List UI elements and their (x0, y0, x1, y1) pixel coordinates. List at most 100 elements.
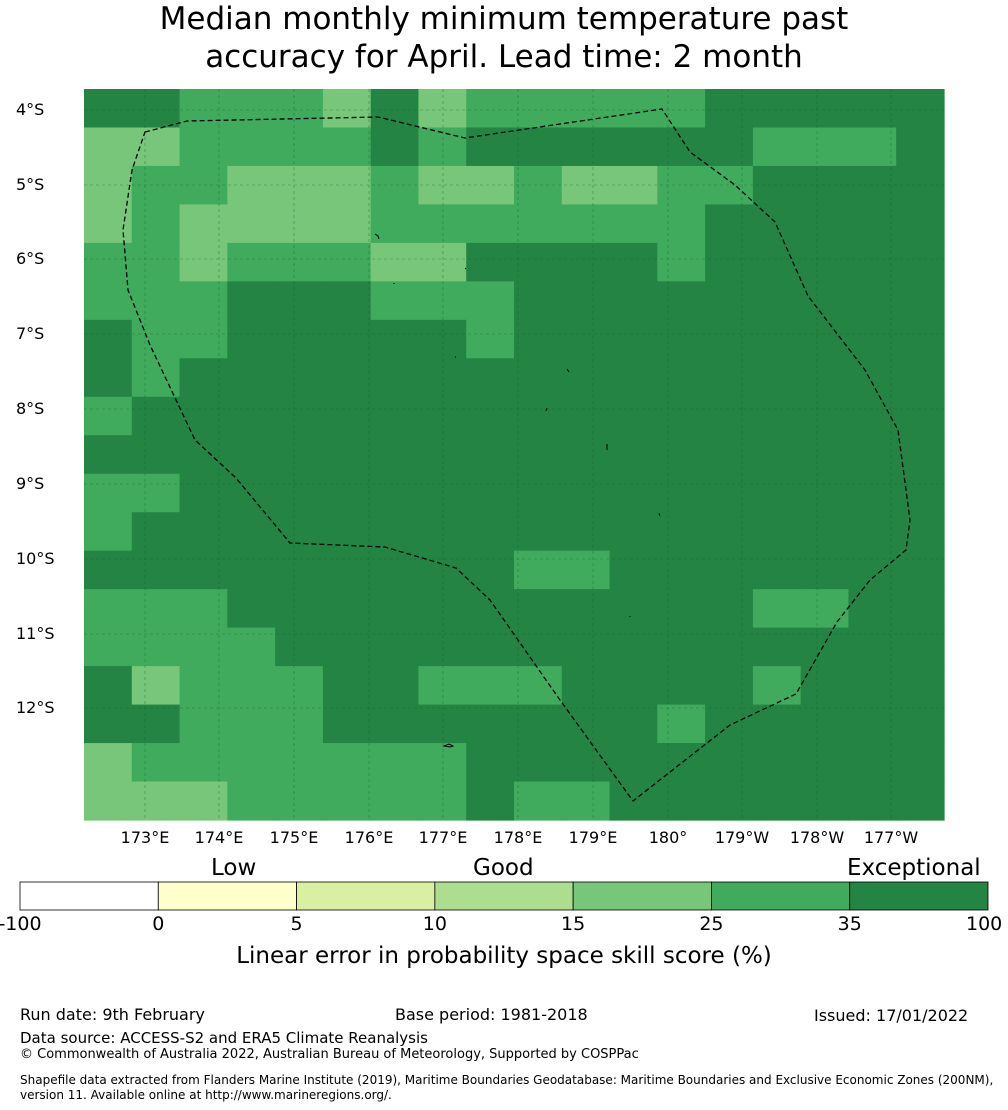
grid-cell (657, 127, 706, 167)
island-1 (374, 233, 380, 240)
grid-cell (370, 512, 420, 552)
grid-cell (752, 204, 802, 244)
grid-cell (370, 242, 420, 282)
data-source: Data source: ACCESS-S2 and ERA5 Climate … (20, 1029, 428, 1047)
grid-cell (609, 666, 658, 706)
grid-cell (84, 127, 133, 167)
island-2 (464, 267, 467, 270)
grid-cell (84, 473, 133, 513)
grid-cell (752, 550, 802, 590)
grid-cell (657, 165, 706, 206)
grid-cell (179, 242, 228, 282)
grid-cell (752, 319, 802, 359)
grid-cell (896, 358, 945, 398)
grid-cell (705, 704, 754, 744)
grid-cell (275, 473, 324, 513)
grid-cell (800, 358, 850, 398)
grid-cell (322, 666, 372, 706)
grid-cell (131, 550, 181, 590)
grid-cell (179, 435, 228, 475)
grid-cell (657, 704, 706, 744)
grid-cell (657, 358, 706, 398)
grid-cell (848, 512, 897, 552)
grid-cell (514, 781, 563, 821)
grid-cell (752, 358, 802, 398)
island-5 (566, 368, 570, 373)
grid-cell (227, 666, 276, 706)
grid-cell (275, 666, 324, 706)
grid-cell (466, 319, 515, 359)
grid-cell (84, 743, 133, 783)
longitude-label: 177°E (418, 828, 468, 847)
grid-cell (800, 396, 850, 436)
grid-cell (322, 204, 372, 244)
grid-cell (466, 589, 515, 629)
grid-cell (848, 704, 897, 744)
grid-cell (657, 242, 706, 282)
grid-cell (896, 589, 945, 629)
grid-cell (514, 435, 563, 475)
grid-cell (84, 358, 133, 398)
grid-cell (800, 435, 850, 475)
grid-cell (131, 89, 181, 129)
grid-cell (896, 396, 945, 436)
grid-cell (896, 319, 945, 359)
grid-cell (705, 396, 754, 436)
grid-cell (800, 666, 850, 706)
grid-cell (848, 666, 897, 706)
colorbar-tick-label: 5 (290, 913, 303, 935)
grid-cell (848, 435, 897, 475)
grid-cell (752, 781, 802, 821)
grid-cell (848, 473, 897, 513)
grid-cell (84, 781, 133, 821)
grid-cell (657, 281, 706, 321)
grid-cell (131, 281, 181, 321)
grid-cell (896, 281, 945, 321)
grid-cell (705, 743, 754, 783)
grid-cell (848, 550, 897, 590)
grid-cell (418, 89, 467, 129)
grid-cell (848, 396, 897, 436)
grid-cell (131, 319, 181, 359)
shapefile-line-2: version 11. Available online at http://w… (20, 1088, 392, 1102)
grid-cell (705, 589, 754, 629)
grid-cell (848, 127, 897, 167)
issued-date: Issued: 17/01/2022 (814, 1006, 969, 1025)
grid-cell (131, 204, 181, 244)
grid-cell (609, 242, 658, 282)
grid-cell (609, 435, 658, 475)
grid-cell (896, 512, 945, 552)
grid-cell (752, 165, 802, 206)
grid-cell (179, 281, 228, 321)
grid-cell (657, 396, 706, 436)
grid-cell (705, 89, 754, 129)
grid-cell (896, 550, 945, 590)
grid-cell (275, 204, 324, 244)
grid-cell (322, 319, 372, 359)
longitude-label: 179°W (714, 828, 770, 847)
grid-cell (227, 396, 276, 436)
colorbar-label: Linear error in probability space skill … (236, 943, 772, 969)
grid-cell (896, 89, 945, 129)
grid-cell (466, 281, 515, 321)
grid-cell (657, 781, 706, 821)
grid-cell (84, 589, 133, 629)
grid-cell (609, 358, 658, 398)
grid-cell (848, 319, 897, 359)
grid-cell (322, 435, 372, 475)
grid-cell (466, 550, 515, 590)
grid-cell (227, 204, 276, 244)
grid-cell (84, 396, 133, 436)
grid-cell (84, 319, 133, 359)
grid-cell (561, 704, 611, 744)
grid-cell (418, 204, 467, 244)
colorbar-segment (434, 881, 574, 911)
grid-cell (370, 473, 420, 513)
grid-cell (657, 204, 706, 244)
grid-cell (275, 127, 324, 167)
grid-cell (657, 89, 706, 129)
grid-cell (466, 704, 515, 744)
grid-cell (179, 204, 228, 244)
grid-cell (561, 358, 611, 398)
grid-cell (752, 512, 802, 552)
